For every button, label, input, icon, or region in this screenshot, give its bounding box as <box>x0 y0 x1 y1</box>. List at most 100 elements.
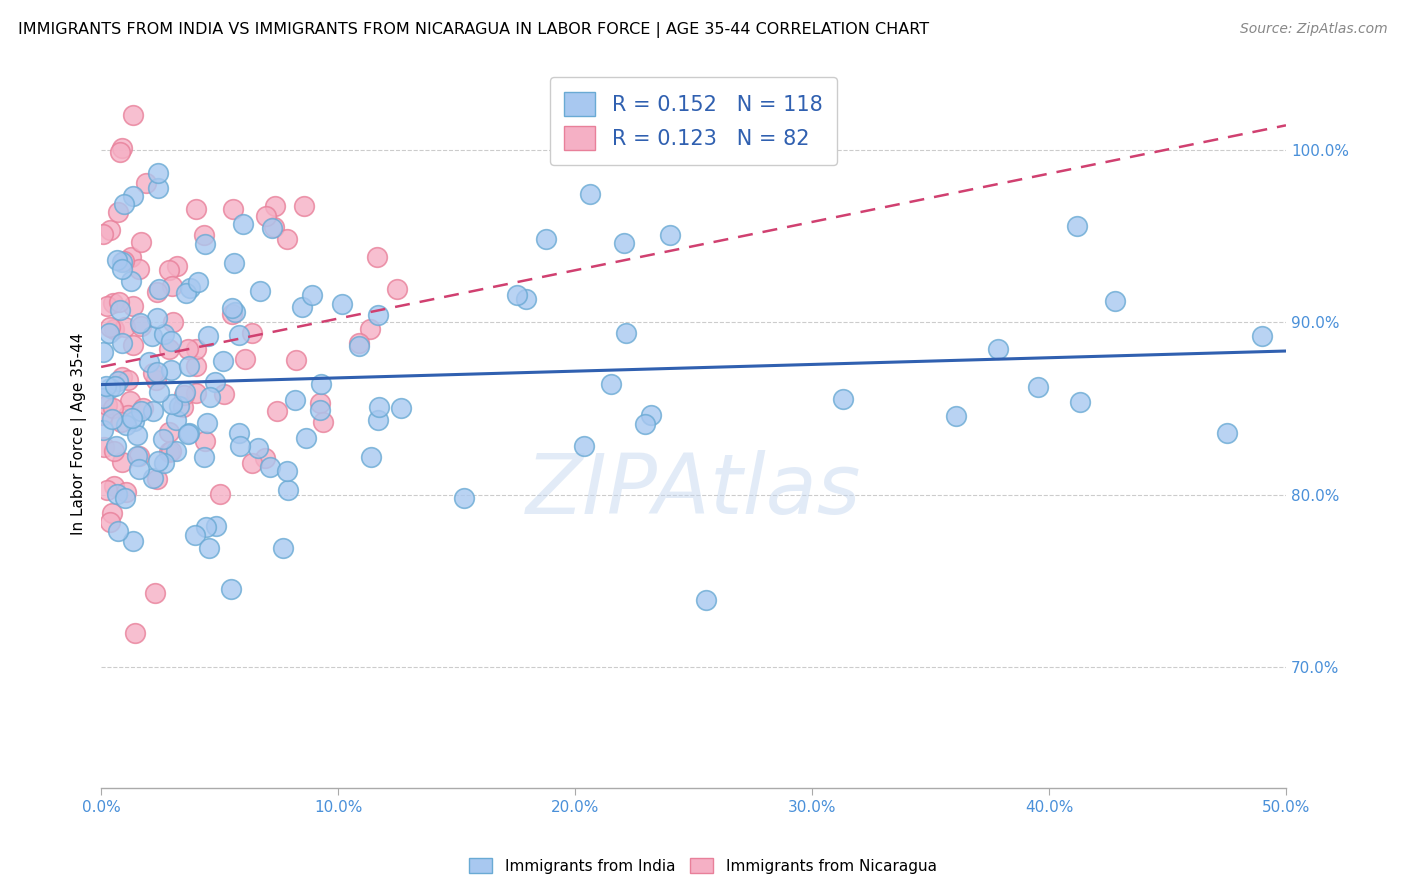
Point <box>125 449 148 463</box>
Point <box>506 287 529 301</box>
Point <box>98 320 121 334</box>
Point <box>308 403 330 417</box>
Point <box>93 391 115 405</box>
Point <box>832 392 855 406</box>
Point <box>367 400 389 414</box>
Point <box>111 336 134 351</box>
Point <box>1066 219 1088 233</box>
Point <box>98 223 121 237</box>
Point <box>121 338 143 352</box>
Point <box>122 299 145 313</box>
Point <box>1251 329 1274 343</box>
Point <box>166 259 188 273</box>
Point <box>246 441 269 455</box>
Point <box>194 519 217 533</box>
Point <box>284 393 307 408</box>
Point <box>108 294 131 309</box>
Point <box>165 444 187 458</box>
Point <box>294 431 316 445</box>
Point <box>184 527 207 541</box>
Point <box>114 320 136 334</box>
Point <box>146 167 169 181</box>
Point <box>276 464 298 478</box>
Point <box>128 449 150 463</box>
Point <box>103 401 125 415</box>
Point <box>359 322 381 336</box>
Point <box>177 342 200 356</box>
Point <box>263 219 285 234</box>
Point <box>194 237 217 252</box>
Point <box>153 327 176 342</box>
Point <box>110 415 132 429</box>
Point <box>249 284 271 298</box>
Point <box>157 445 180 459</box>
Point <box>184 386 207 401</box>
Point <box>160 444 183 458</box>
Point <box>172 400 194 414</box>
Point <box>107 375 129 389</box>
Point <box>94 379 117 393</box>
Point <box>367 412 389 426</box>
Text: ZIPAtlas: ZIPAtlas <box>526 450 862 532</box>
Point <box>285 352 308 367</box>
Point <box>221 301 243 315</box>
Legend: R = 0.152   N = 118, R = 0.123   N = 82: R = 0.152 N = 118, R = 0.123 N = 82 <box>550 77 838 165</box>
Point <box>198 390 221 404</box>
Point <box>93 344 115 359</box>
Point <box>96 398 118 412</box>
Point <box>222 202 245 216</box>
Point <box>389 401 412 415</box>
Point <box>176 286 198 301</box>
Point <box>387 282 409 296</box>
Point <box>142 403 165 417</box>
Point <box>128 462 150 476</box>
Point <box>159 334 181 349</box>
Point <box>453 491 475 505</box>
Point <box>146 285 169 299</box>
Point <box>366 251 388 265</box>
Point <box>254 451 277 466</box>
Point <box>115 485 138 500</box>
Point <box>146 181 169 195</box>
Point <box>194 434 217 449</box>
Point <box>145 472 167 486</box>
Point <box>121 411 143 425</box>
Point <box>259 460 281 475</box>
Point <box>277 483 299 497</box>
Point <box>173 384 195 399</box>
Point <box>108 302 131 317</box>
Point <box>117 408 139 422</box>
Point <box>111 370 134 384</box>
Point <box>104 379 127 393</box>
Point <box>640 408 662 422</box>
Point <box>536 232 558 246</box>
Point <box>131 319 153 334</box>
Point <box>107 205 129 219</box>
Point <box>128 261 150 276</box>
Point <box>211 354 233 368</box>
Point <box>177 425 200 440</box>
Point <box>101 412 124 426</box>
Point <box>121 533 143 548</box>
Point <box>121 108 143 122</box>
Point <box>142 366 165 380</box>
Point <box>111 254 134 268</box>
Point <box>263 199 285 213</box>
Point <box>103 295 125 310</box>
Point <box>107 524 129 538</box>
Point <box>129 317 152 331</box>
Point <box>228 425 250 440</box>
Point <box>115 418 138 433</box>
Point <box>120 274 142 288</box>
Point <box>209 487 232 501</box>
Point <box>301 288 323 302</box>
Point <box>347 336 370 351</box>
Point <box>228 327 250 342</box>
Point <box>138 355 160 369</box>
Point <box>229 439 252 453</box>
Point <box>193 450 215 464</box>
Point <box>111 141 134 155</box>
Point <box>235 352 257 367</box>
Point <box>117 373 139 387</box>
Point <box>129 404 152 418</box>
